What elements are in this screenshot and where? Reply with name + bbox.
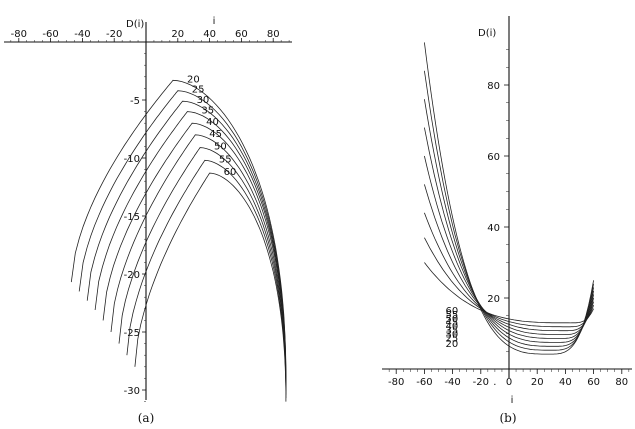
y-tick-label: 20: [487, 294, 500, 305]
series-label: 20: [187, 74, 200, 85]
x-tick-label: -20: [106, 29, 122, 40]
series-label: 30: [446, 329, 459, 340]
x-tick-label: 80: [615, 377, 628, 388]
caption-a: (a): [138, 411, 155, 425]
series-curve-35: [94, 111, 287, 386]
y-tick-label: -30: [124, 386, 140, 397]
series-label: 60: [446, 306, 459, 317]
series-label: 50: [214, 142, 227, 153]
series-curve-45: [424, 184, 594, 335]
series-label: 50: [446, 314, 459, 325]
series-label: 20: [446, 339, 459, 350]
x-tick-label: -40: [444, 377, 460, 388]
series-label: 25: [446, 333, 459, 344]
y-tick-label: -25: [124, 328, 140, 339]
series-curve-60: [424, 262, 594, 324]
series-label: 30: [197, 95, 210, 106]
series-curve-20: [424, 42, 594, 355]
series-label: 40: [446, 322, 459, 333]
series-label: 55: [219, 154, 232, 165]
series-curve-40: [102, 122, 287, 388]
series-curve-35: [424, 127, 594, 343]
y-tick-label: 60: [487, 152, 500, 163]
x-tick-label: -40: [74, 29, 90, 40]
x-tick-label: 20: [531, 377, 544, 388]
x-tick-label: 40: [559, 377, 572, 388]
series-curve-60: [134, 172, 287, 402]
caption-b: (b): [499, 411, 516, 425]
y-tick-label: -15: [124, 212, 140, 223]
series-curve-55: [424, 237, 594, 328]
y-axis-title: D(i): [478, 28, 496, 39]
series-label: 45: [446, 318, 459, 329]
series-curve-25: [78, 90, 287, 381]
series-curve-55: [126, 159, 287, 399]
y-tick-label: -20: [124, 270, 140, 281]
x-tick-label: -60: [416, 377, 432, 388]
x-tick-label: 80: [267, 29, 280, 40]
x-tick-label: -60: [42, 29, 58, 40]
series-label: 60: [224, 167, 237, 178]
series-curve-50: [424, 212, 594, 332]
series-label: 35: [446, 326, 459, 337]
x-tick-label: 60: [235, 29, 248, 40]
series-curve-50: [118, 147, 287, 395]
x-tick-label: .: [493, 377, 496, 388]
y-tick-label: 40: [487, 223, 500, 234]
x-axis-title: i: [511, 395, 514, 406]
series-label: 55: [446, 310, 459, 321]
series-label: 35: [201, 106, 214, 117]
x-tick-label: 40: [203, 29, 216, 40]
x-tick-label: 0: [506, 377, 512, 388]
y-tick-label: 80: [487, 81, 500, 92]
x-tick-label: 20: [171, 29, 184, 40]
series-curve-30: [424, 99, 594, 347]
x-tick-label: -80: [388, 377, 404, 388]
series-curve-20: [70, 79, 287, 379]
y-tick-label: -10: [124, 154, 140, 165]
y-tick-label: -5: [130, 96, 140, 107]
series-curve-30: [86, 100, 287, 384]
series-label: 45: [209, 129, 222, 140]
series-curve-40: [424, 155, 594, 339]
series-label: 40: [206, 117, 219, 128]
series-curve-25: [424, 70, 594, 351]
x-tick-label: -20: [473, 377, 489, 388]
x-tick-label: 60: [587, 377, 600, 388]
x-tick-label: -80: [11, 29, 27, 40]
series-label: 25: [192, 85, 205, 96]
series-curve-45: [110, 134, 287, 392]
x-axis-title: i: [213, 16, 216, 27]
y-axis-title: D(i): [126, 19, 144, 30]
